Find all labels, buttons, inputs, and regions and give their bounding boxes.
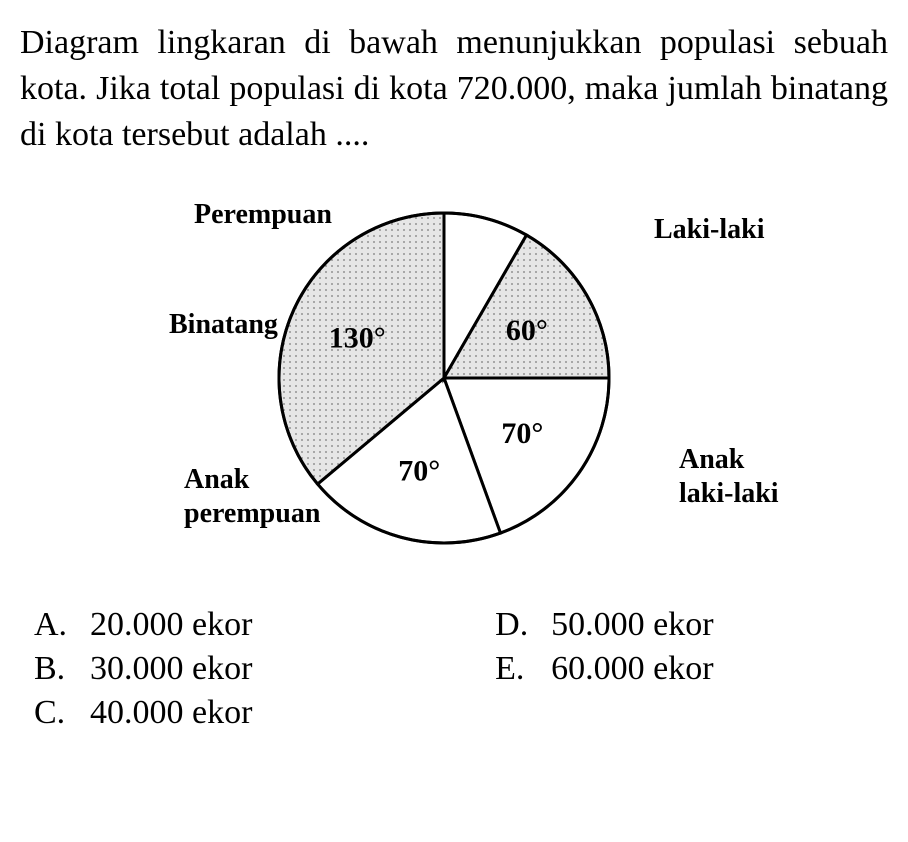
slice-label: Binatang bbox=[169, 309, 278, 340]
option-letter: A. bbox=[34, 606, 68, 644]
option-c: C. 40.000 ekor bbox=[34, 694, 495, 732]
option-text: 30.000 ekor bbox=[90, 650, 252, 688]
option-d: D. 50.000 ekor bbox=[495, 606, 888, 644]
question-text: Diagram lingkaran di bawah menunjukkan p… bbox=[20, 20, 888, 158]
pie-chart: 70°Laki-laki70°Anaklaki-laki130°Anakpere… bbox=[84, 168, 824, 588]
option-letter: D. bbox=[495, 606, 529, 644]
slice-label: Anak bbox=[679, 444, 745, 475]
slice-value: 70° bbox=[501, 417, 543, 450]
option-b: B. 30.000 ekor bbox=[34, 650, 495, 688]
slice-value: 130° bbox=[329, 321, 386, 354]
slice-value: 60° bbox=[506, 314, 548, 347]
slice-label: Laki-laki bbox=[654, 214, 765, 245]
option-text: 40.000 ekor bbox=[90, 694, 252, 732]
slice-label: Anak bbox=[184, 464, 250, 495]
slice-label: Perempuan bbox=[194, 199, 332, 230]
slice-label: laki-laki bbox=[679, 478, 779, 509]
option-e: E. 60.000 ekor bbox=[495, 650, 888, 688]
option-text: 20.000 ekor bbox=[90, 606, 252, 644]
option-text: 50.000 ekor bbox=[551, 606, 713, 644]
pie-chart-container: 70°Laki-laki70°Anaklaki-laki130°Anakpere… bbox=[20, 168, 888, 588]
slice-label: perempuan bbox=[184, 498, 321, 529]
slice-value: 70° bbox=[398, 454, 440, 487]
option-text: 60.000 ekor bbox=[551, 650, 713, 688]
answer-options: A. 20.000 ekor B. 30.000 ekor C. 40.000 … bbox=[20, 606, 888, 732]
option-a: A. 20.000 ekor bbox=[34, 606, 495, 644]
option-letter: C. bbox=[34, 694, 68, 732]
option-letter: E. bbox=[495, 650, 529, 688]
option-letter: B. bbox=[34, 650, 68, 688]
